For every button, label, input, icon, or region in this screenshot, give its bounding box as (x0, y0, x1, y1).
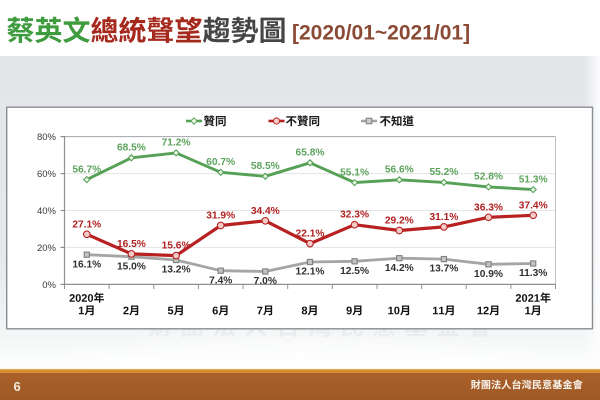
svg-text:60%: 60% (37, 169, 57, 180)
svg-text:55.2%: 55.2% (429, 167, 458, 178)
svg-text:13.2%: 13.2% (162, 265, 191, 276)
svg-text:80%: 80% (37, 132, 57, 143)
svg-text:56.6%: 56.6% (385, 165, 414, 176)
svg-text:27.1%: 27.1% (72, 219, 101, 230)
svg-text:0%: 0% (42, 280, 56, 291)
svg-text:60.7%: 60.7% (206, 157, 235, 168)
svg-text:11.3%: 11.3% (519, 268, 547, 279)
svg-text:34.4%: 34.4% (251, 206, 280, 217)
svg-text:55.1%: 55.1% (340, 167, 369, 178)
svg-text:36.3%: 36.3% (474, 202, 503, 213)
svg-text:71.2%: 71.2% (162, 138, 191, 149)
svg-text:15.6%: 15.6% (162, 241, 191, 252)
svg-text:10.9%: 10.9% (474, 269, 503, 280)
svg-text:58.5%: 58.5% (251, 161, 280, 172)
svg-text:16.5%: 16.5% (117, 239, 146, 250)
svg-text:51.3%: 51.3% (519, 174, 548, 185)
svg-text:12.5%: 12.5% (340, 266, 369, 277)
svg-text:56.7%: 56.7% (72, 164, 101, 175)
svg-text:52.8%: 52.8% (474, 172, 503, 183)
svg-text:68.5%: 68.5% (117, 143, 146, 154)
svg-text:32.3%: 32.3% (340, 210, 369, 221)
svg-text:40%: 40% (37, 206, 57, 217)
svg-text:29.2%: 29.2% (385, 216, 414, 227)
svg-text:65.8%: 65.8% (296, 148, 325, 159)
svg-text:22.1%: 22.1% (296, 229, 325, 240)
svg-text:7.0%: 7.0% (254, 276, 277, 287)
svg-text:13.7%: 13.7% (429, 264, 458, 275)
svg-text:[2020/01~2021/01]: [2020/01~2021/01] (292, 22, 470, 45)
svg-text:37.4%: 37.4% (519, 200, 548, 211)
svg-text:20%: 20% (37, 243, 57, 254)
svg-text:14.2%: 14.2% (385, 263, 414, 274)
svg-text:6: 6 (14, 379, 21, 394)
svg-text:7.4%: 7.4% (209, 275, 232, 286)
svg-text:12.1%: 12.1% (296, 267, 325, 278)
svg-text:31.9%: 31.9% (206, 211, 235, 222)
svg-text:15.0%: 15.0% (117, 261, 146, 272)
svg-text:16.1%: 16.1% (72, 259, 101, 270)
svg-text:31.1%: 31.1% (429, 212, 458, 223)
